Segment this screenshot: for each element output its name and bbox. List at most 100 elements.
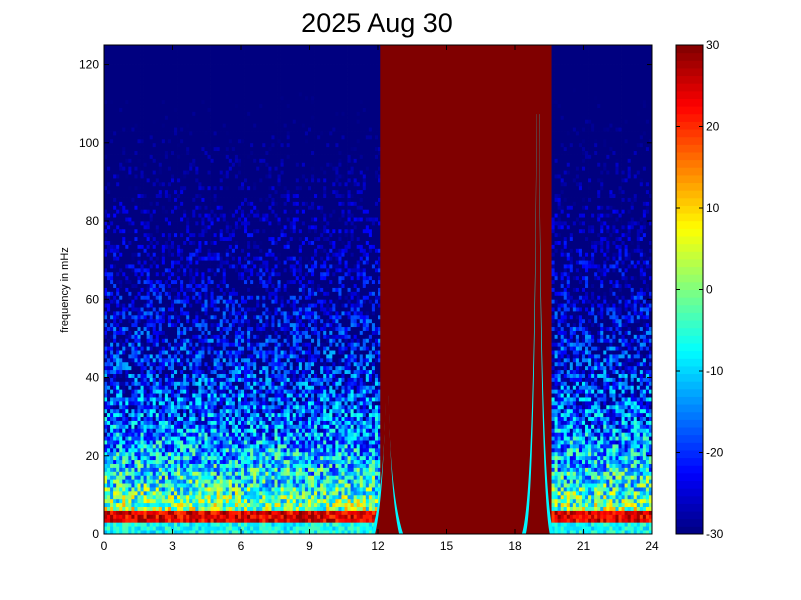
- heatmap-cell: [125, 287, 129, 292]
- heatmap-cell: [195, 487, 199, 492]
- heatmap-cell: [216, 510, 221, 515]
- heatmap-cell: [213, 479, 218, 484]
- heatmap-cell: [143, 479, 148, 484]
- heatmap-cell: [134, 494, 138, 500]
- heatmap-cell: [183, 260, 187, 265]
- heatmap-cell: [164, 205, 169, 210]
- heatmap-cell: [180, 127, 184, 132]
- heatmap-cell: [152, 330, 157, 335]
- heatmap-cell: [189, 134, 193, 140]
- heatmap-cell: [158, 252, 163, 257]
- heatmap-cell: [186, 365, 190, 371]
- heatmap-cell: [167, 267, 172, 273]
- heatmap-cell: [204, 264, 208, 269]
- heatmap-cell: [110, 240, 114, 245]
- heatmap-cell: [207, 72, 211, 77]
- heatmap-cell: [201, 487, 205, 492]
- heatmap-cell: [204, 127, 208, 132]
- heatmap-cell: [167, 361, 172, 367]
- heatmap-cell: [207, 307, 211, 312]
- heatmap-cell: [222, 354, 227, 359]
- heatmap-cell: [210, 338, 214, 343]
- heatmap-cell: [201, 119, 205, 124]
- heatmap-cell: [161, 338, 166, 343]
- heatmap-cell: [110, 393, 114, 398]
- heatmap-cell: [210, 459, 214, 464]
- heatmap-cell: [210, 48, 214, 54]
- heatmap-cell: [207, 334, 211, 339]
- heatmap-cell: [113, 209, 117, 214]
- heatmap-cell: [222, 170, 227, 175]
- heatmap-cell: [116, 373, 120, 378]
- heatmap-cell: [177, 99, 181, 105]
- heatmap-cell: [201, 72, 205, 77]
- heatmap-cell: [113, 432, 117, 437]
- heatmap-cell: [177, 260, 181, 265]
- heatmap-cell: [110, 146, 114, 152]
- heatmap-cell: [152, 244, 157, 249]
- heatmap-cell: [170, 498, 175, 504]
- heatmap-cell: [201, 369, 205, 375]
- heatmap-cell: [177, 131, 181, 136]
- heatmap-cell: [140, 326, 144, 331]
- heatmap-cell: [219, 185, 224, 191]
- heatmap-cell: [164, 307, 169, 312]
- heatmap-cell: [204, 412, 208, 418]
- heatmap-cell: [107, 381, 111, 386]
- heatmap-cell: [180, 283, 184, 288]
- heatmap-cell: [140, 232, 144, 238]
- heatmap-cell: [104, 221, 108, 226]
- heatmap-cell: [204, 217, 208, 222]
- heatmap-cell: [161, 221, 166, 226]
- heatmap-cell: [170, 475, 175, 480]
- heatmap-cell: [189, 393, 193, 398]
- heatmap-cell: [134, 404, 138, 410]
- heatmap-cell: [104, 311, 108, 316]
- heatmap-cell: [149, 436, 154, 441]
- heatmap-cell: [125, 146, 129, 152]
- heatmap-cell: [116, 217, 120, 222]
- heatmap-cell: [213, 518, 218, 523]
- heatmap-cell: [183, 498, 187, 504]
- heatmap-cell: [122, 373, 126, 378]
- heatmap-cell: [180, 346, 184, 351]
- heatmap-cell: [104, 381, 108, 386]
- heatmap-cell: [222, 467, 227, 472]
- heatmap-cell: [128, 334, 132, 339]
- heatmap-cell: [164, 514, 169, 519]
- heatmap-cell: [164, 487, 169, 492]
- heatmap-cell: [164, 311, 169, 316]
- heatmap-cell: [137, 389, 141, 394]
- heatmap-cell: [158, 127, 163, 132]
- heatmap-cell: [192, 483, 196, 488]
- heatmap-cell: [116, 467, 120, 472]
- heatmap-cell: [128, 393, 132, 398]
- heatmap-cell: [189, 275, 193, 281]
- heatmap-cell: [183, 506, 187, 511]
- heatmap-cell: [158, 487, 163, 492]
- heatmap-cell: [131, 303, 135, 308]
- heatmap-cell: [137, 68, 141, 73]
- heatmap-cell: [113, 111, 117, 116]
- heatmap-cell: [192, 236, 196, 241]
- heatmap-cell: [219, 342, 224, 347]
- heatmap-cell: [183, 264, 187, 269]
- heatmap-cell: [134, 283, 138, 288]
- heatmap-cell: [116, 432, 120, 437]
- heatmap-cell: [131, 408, 135, 414]
- heatmap-cell: [155, 346, 160, 351]
- heatmap-cell: [128, 314, 132, 320]
- heatmap-cell: [134, 412, 138, 418]
- heatmap-cell: [170, 267, 175, 273]
- heatmap-cell: [149, 228, 154, 234]
- heatmap-cell: [186, 279, 190, 285]
- heatmap-cell: [189, 530, 193, 535]
- heatmap-cell: [107, 162, 111, 167]
- heatmap-cell: [189, 506, 193, 511]
- heatmap-cell: [131, 166, 135, 171]
- heatmap-cell: [219, 526, 224, 531]
- heatmap-cell: [216, 502, 221, 508]
- heatmap-cell: [222, 138, 227, 144]
- heatmap-cell: [192, 48, 196, 54]
- heatmap-cell: [131, 334, 135, 339]
